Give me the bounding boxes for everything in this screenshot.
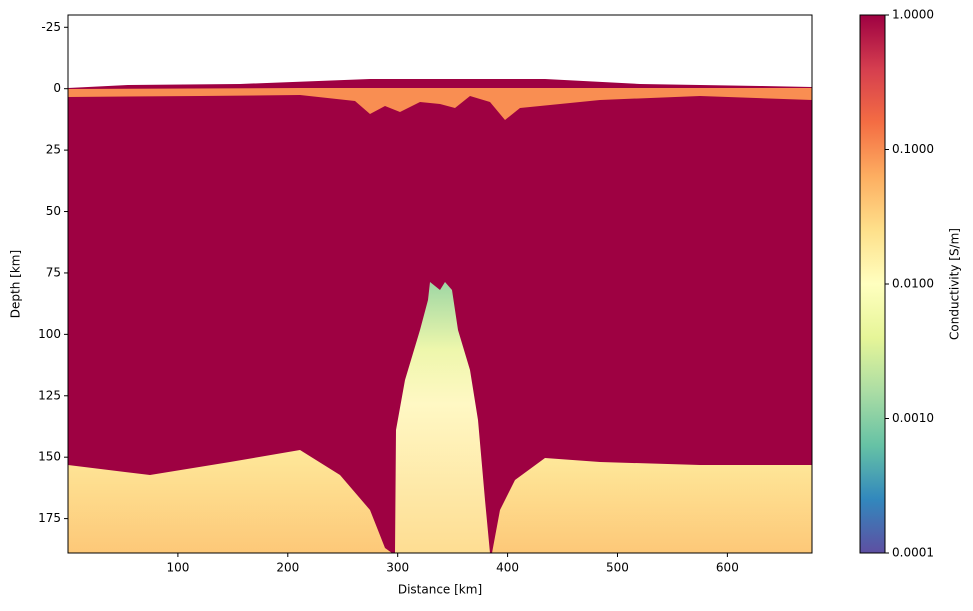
y-tick-label: 125 — [38, 388, 61, 402]
field — [68, 79, 812, 553]
colorbar-tick-label: 0.1000 — [892, 142, 934, 156]
x-axis-label: Distance [km] — [398, 583, 482, 597]
y-tick-label: 25 — [46, 143, 61, 157]
x-tick-label: 400 — [496, 561, 519, 575]
colorbar-tick-label: 0.0001 — [892, 546, 934, 560]
y-tick-label: 100 — [38, 327, 61, 341]
x-tick-label: 100 — [166, 561, 189, 575]
colorbar — [859, 14, 886, 554]
y-tick-label: 175 — [38, 511, 61, 525]
x-tick-label: 300 — [386, 561, 409, 575]
y-axis-label: Depth [km] — [9, 250, 23, 318]
y-tick-label: -25 — [41, 20, 61, 34]
y-tick-label: 75 — [46, 265, 61, 279]
x-tick-label: 200 — [276, 561, 299, 575]
colorbar-tick-label: 0.0100 — [892, 277, 934, 291]
colorbar-label: Conductivity [S/m] — [948, 228, 962, 340]
colorbar-tick-label: 0.0010 — [892, 411, 934, 425]
y-tick-label: 50 — [46, 204, 61, 218]
colorbar-tick-label: 1.0000 — [892, 8, 934, 22]
x-tick-label: 500 — [606, 561, 629, 575]
x-tick-label: 600 — [716, 561, 739, 575]
plot-frame — [67, 14, 813, 554]
y-tick-label: 150 — [38, 450, 61, 464]
y-tick-label: 0 — [53, 81, 61, 95]
